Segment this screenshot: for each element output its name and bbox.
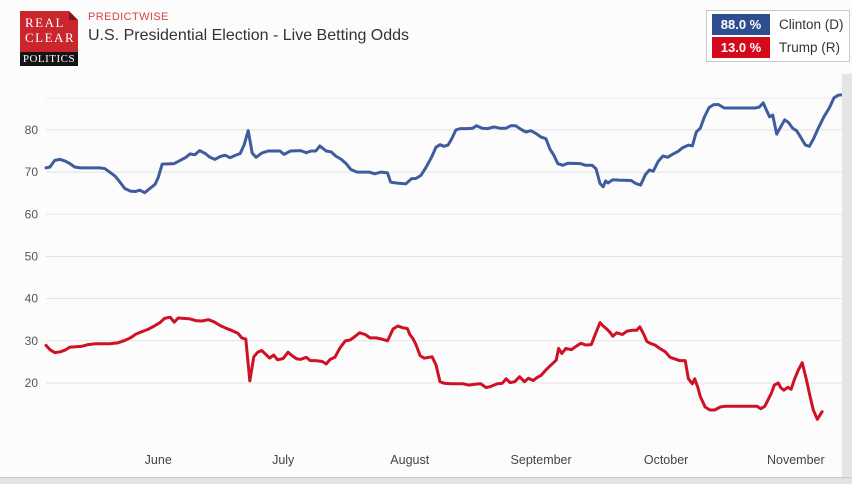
y-tick-label: 40 (25, 292, 39, 306)
x-axis-label: August (390, 453, 429, 467)
y-tick-label: 80 (25, 123, 39, 137)
clinton-odds-badge: 88.0 % (712, 14, 770, 35)
trump-line (44, 315, 824, 421)
legend-item-clinton[interactable]: 88.0 % Clinton (D) (712, 14, 844, 35)
y-tick-label: 60 (25, 207, 39, 221)
rcp-logo: REAL CLEAR POLITICS (20, 11, 78, 66)
trump-label: Trump (R) (779, 40, 840, 55)
rcp-logo-red-box: REAL CLEAR (20, 11, 78, 52)
x-axis-label: June (145, 453, 172, 467)
trump-odds-badge: 13.0 % (712, 37, 770, 58)
clinton-line (44, 93, 843, 195)
y-tick-label: 30 (25, 334, 39, 348)
chart-legend: 88.0 % Clinton (D) 13.0 % Trump (R) (706, 10, 850, 62)
rcp-logo-word-clear: CLEAR (25, 30, 76, 45)
x-axis-label: October (644, 453, 688, 467)
rcp-logo-word-real: REAL (25, 15, 65, 30)
page-title: U.S. Presidential Election - Live Bettin… (88, 27, 410, 44)
clinton-label: Clinton (D) (779, 17, 844, 32)
legend-item-trump[interactable]: 13.0 % Trump (R) (712, 37, 844, 58)
rcp-logo-word-politics: POLITICS (22, 53, 76, 65)
bottom-page-strip (0, 477, 852, 484)
x-axis-label: September (511, 453, 572, 467)
x-axis-label: November (767, 453, 825, 467)
rcp-logo-fold-corner (69, 11, 78, 20)
y-tick-label: 70 (25, 165, 39, 179)
y-tick-label: 50 (25, 249, 39, 263)
rcp-logo-black-band: POLITICS (20, 52, 78, 66)
source-label: PREDICTWISE (88, 11, 169, 23)
right-page-strip (842, 74, 852, 477)
chart-card: 20 30 40 50 60 70 80 June July August September Oct… (20, 10, 850, 467)
x-axis-label: July (272, 453, 295, 467)
y-tick-label: 20 (25, 376, 39, 390)
